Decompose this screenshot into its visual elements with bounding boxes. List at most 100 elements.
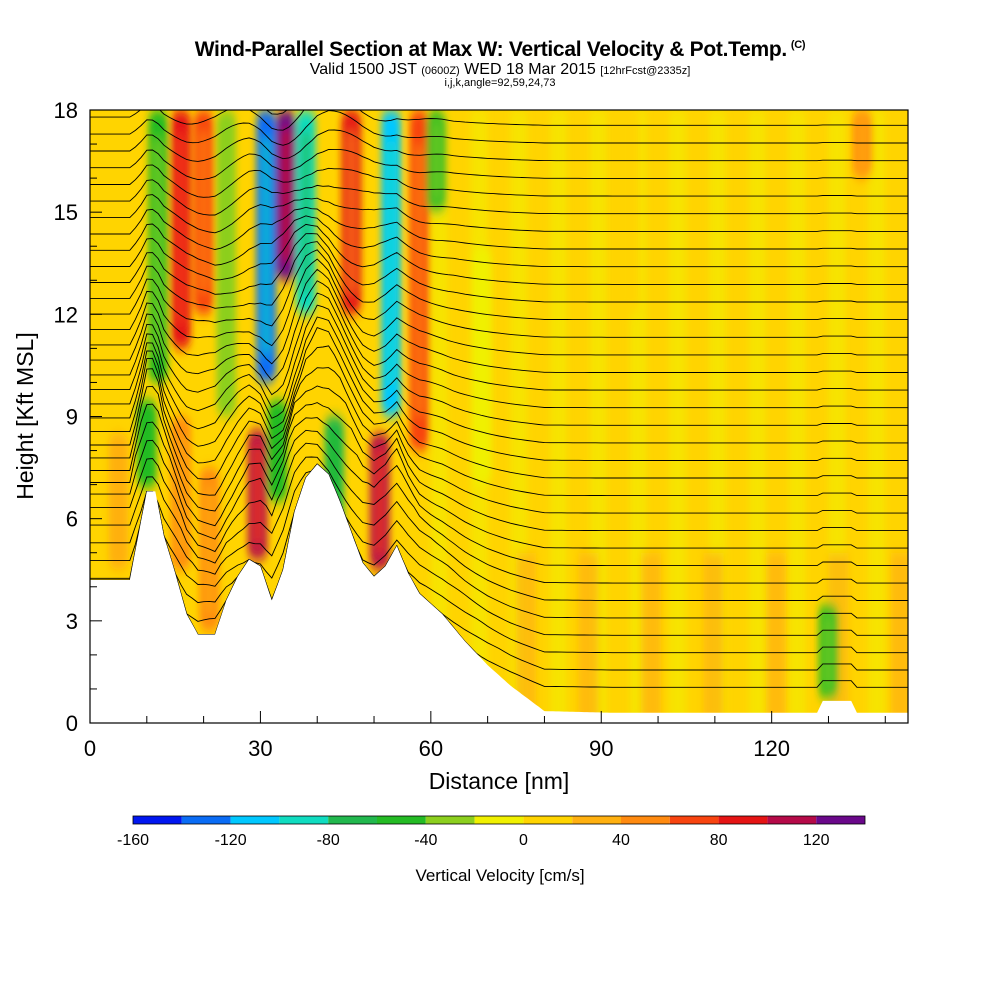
velocity-core [386, 140, 396, 386]
isentrope-line [90, 456, 908, 601]
x-axis-title: Distance [nm] [429, 768, 570, 794]
isentrope-line [90, 280, 908, 391]
colorbar-swatch [621, 816, 670, 824]
y-tick-label: 3 [66, 609, 78, 634]
x-tick-label: 90 [589, 736, 613, 761]
chart-subtitle: Valid 1500 JST (0600Z) WED 18 Mar 2015 [… [0, 61, 1000, 79]
colorbar-tick-label: 120 [803, 832, 830, 849]
velocity-core [301, 130, 311, 294]
y-tick-label: 18 [54, 98, 78, 123]
x-tick-label: 60 [419, 736, 443, 761]
velocity-core [414, 144, 425, 417]
velocity-core [176, 133, 186, 325]
velocity-core [141, 408, 152, 480]
colorbar-swatch [377, 816, 426, 824]
isentrope-line [90, 463, 908, 636]
colorbar-swatch [279, 816, 329, 824]
x-tick-label: 0 [84, 736, 96, 761]
y-tick-label: 12 [54, 302, 78, 327]
colorbar-swatch [474, 816, 524, 824]
isentrope-line [90, 249, 908, 338]
velocity-core [153, 137, 163, 356]
velocity-core [113, 447, 124, 557]
y-axis: 0 3 6 9 12 15 18 [54, 98, 102, 736]
colorbar-swatch [669, 816, 719, 824]
isentrope-line [90, 292, 908, 409]
chart-title: Wind-Parallel Section at Max W: Vertical… [0, 38, 1000, 62]
x-tick-label: 30 [248, 736, 272, 761]
isentrope-line [90, 327, 908, 461]
velocity-core [346, 130, 357, 294]
chart-title-text: Wind-Parallel Section at Max W: Vertical… [194, 38, 788, 61]
isentrope-line [90, 402, 908, 532]
colorbar-swatch [718, 816, 768, 824]
isentrope-line [90, 304, 908, 426]
colorbar-swatch [816, 816, 865, 824]
isentrope-line [90, 223, 908, 285]
y-tick-label: 9 [66, 405, 78, 430]
weak-updraft-band [641, 552, 661, 723]
colorbar-swatch [328, 816, 377, 824]
velocity-core [252, 443, 263, 547]
terrain-mask [90, 464, 908, 723]
colorbar-title: Vertical Velocity [cm/s] [415, 866, 584, 885]
velocity-core [431, 120, 442, 202]
isentrope-line [90, 233, 908, 303]
colorbar-swatch [767, 816, 817, 824]
weak-downdraft-band [868, 110, 886, 723]
isentrope-line [90, 110, 908, 146]
isentrope-line [90, 258, 908, 356]
velocity-core [281, 127, 291, 264]
weak-downdraft-band [788, 110, 806, 723]
isentrope-line [90, 316, 908, 444]
subtitle-utc: (0600Z) [421, 65, 460, 77]
colorbar-tick-label: -80 [317, 832, 340, 849]
isentrope-line [90, 206, 908, 250]
colorbar-tick-label: -160 [117, 832, 149, 849]
plot-area [90, 110, 908, 723]
colorbar-swatch [523, 816, 573, 824]
colorbar-frame [132, 815, 866, 825]
isentrope-line [90, 164, 908, 198]
x-tick-label: 120 [753, 736, 790, 761]
y-axis-title: Height [Kft MSL] [12, 332, 38, 499]
velocity-core [477, 270, 487, 461]
isentrope-line [90, 215, 908, 268]
weak-updraft-band [703, 552, 724, 723]
colorbar-swatch [425, 816, 475, 824]
colorbar-tick-label: 0 [519, 832, 528, 849]
velocity-core [624, 130, 635, 294]
colorbar-swatch [230, 816, 280, 824]
isentrope-line [90, 385, 908, 514]
isentrope-line [90, 463, 908, 654]
isentrope-line [90, 367, 908, 497]
isentrope-line [90, 129, 908, 162]
colorbar: -160 -120 -80 -40 0 40 80 120 [117, 815, 866, 849]
velocity-core [272, 409, 283, 492]
isentrope-line [90, 241, 908, 321]
colorbar-swatch [181, 816, 231, 824]
isentrope-line [90, 194, 908, 234]
isentrope-line [90, 442, 908, 584]
subtitle-valid: Valid 1500 JST [309, 61, 417, 78]
velocity-core [261, 137, 271, 356]
isentrope-line [90, 417, 908, 549]
velocity-core [823, 613, 834, 690]
weak-updraft-band [765, 552, 786, 723]
chart-subsubtitle: i,j,k,angle=92,59,24,73 [444, 77, 556, 89]
velocity-core [198, 130, 209, 294]
colorbar-tick-label: 80 [710, 832, 728, 849]
colorbar-tick-label: -120 [215, 832, 247, 849]
subtitle-forecast: [12hrFcst@2335z] [600, 65, 691, 77]
weak-downdraft-band [550, 110, 568, 723]
weak-updraft-band [578, 552, 599, 723]
isentrope-line [90, 148, 908, 180]
x-axis: 0 30 60 90 120 [84, 711, 886, 761]
isentrope-line [90, 463, 908, 619]
y-tick-label: 0 [66, 711, 78, 736]
weak-updraft-band [890, 552, 908, 723]
isentrope-line [90, 429, 908, 567]
weak-downdraft-band [748, 110, 766, 723]
isentrope-line [90, 345, 908, 479]
